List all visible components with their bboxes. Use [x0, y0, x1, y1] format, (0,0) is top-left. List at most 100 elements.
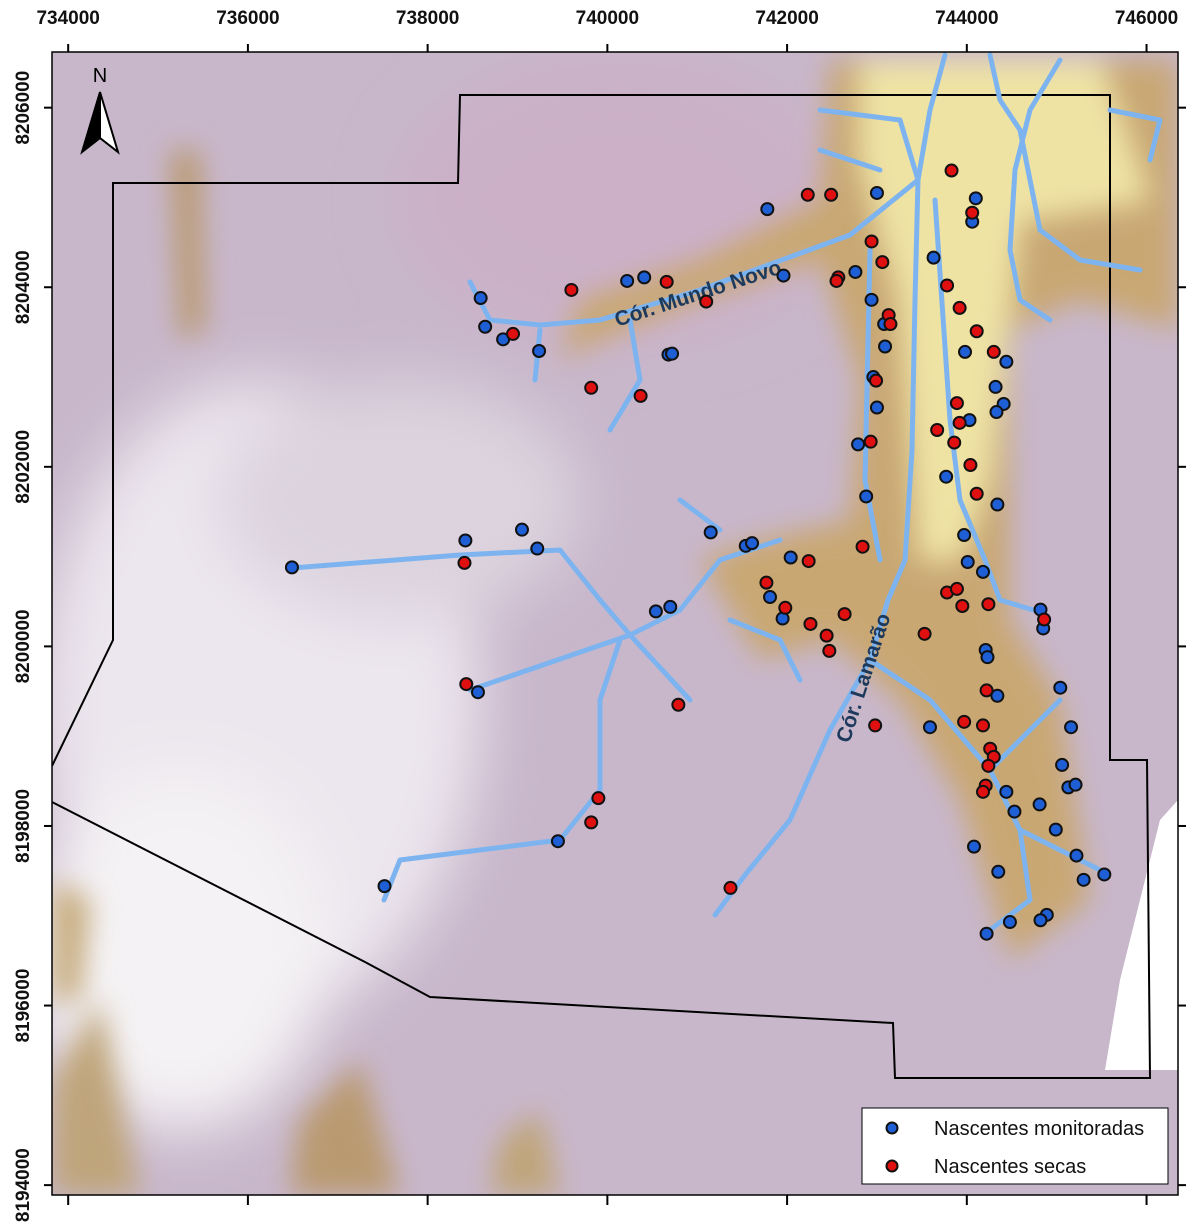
spring-point	[479, 321, 491, 333]
spring-point	[585, 816, 597, 828]
spring-point	[964, 459, 976, 471]
x-tick-label: 736000	[216, 8, 279, 29]
spring-point	[849, 266, 861, 278]
spring-point	[951, 583, 963, 595]
spring-point	[931, 424, 943, 436]
legend: Nascentes monitoradas Nascentes secas	[862, 1108, 1168, 1184]
spring-point	[803, 555, 815, 567]
spring-point	[475, 292, 487, 304]
spring-point	[871, 187, 883, 199]
spring-point	[946, 165, 958, 177]
y-tick-label: 8206000	[13, 71, 34, 145]
spring-point	[764, 591, 776, 603]
spring-point	[823, 645, 835, 657]
spring-point	[1000, 786, 1012, 798]
spring-point	[666, 348, 678, 360]
spring-point	[971, 488, 983, 500]
legend-label: Nascentes secas	[934, 1156, 1086, 1178]
spring-point	[825, 189, 837, 201]
spring-point	[991, 499, 1003, 511]
spring-point	[650, 605, 662, 617]
legend-marker	[887, 1161, 898, 1172]
spring-point	[705, 526, 717, 538]
spring-point	[621, 275, 633, 287]
spring-point	[981, 684, 993, 696]
y-tick-label: 8202000	[13, 430, 34, 504]
spring-point	[951, 397, 963, 409]
spring-point	[870, 375, 882, 387]
spring-point	[958, 529, 970, 541]
spring-point	[1098, 868, 1110, 880]
spring-point	[378, 880, 390, 892]
spring-point	[977, 719, 989, 731]
spring-point	[804, 618, 816, 630]
spring-point	[971, 325, 983, 337]
y-tick-label: 8198000	[13, 789, 34, 863]
spring-point	[941, 279, 953, 291]
x-tick-label: 746000	[1115, 8, 1178, 29]
spring-point	[458, 557, 470, 569]
spring-point	[866, 294, 878, 306]
x-tick-label: 740000	[576, 8, 639, 29]
spring-point	[821, 630, 833, 642]
spring-point	[977, 566, 989, 578]
x-tick-label: 744000	[935, 8, 998, 29]
spring-point	[533, 345, 545, 357]
spring-point	[1008, 806, 1020, 818]
spring-point	[286, 561, 298, 573]
spring-point	[831, 275, 843, 287]
spring-point	[869, 719, 881, 731]
spring-point	[839, 608, 851, 620]
spring-point	[585, 382, 597, 394]
spring-point	[459, 534, 471, 546]
spring-point	[761, 203, 773, 215]
x-tick-label: 742000	[755, 8, 818, 29]
spring-point	[990, 406, 1002, 418]
spring-point	[700, 296, 712, 308]
spring-point	[1070, 850, 1082, 862]
spring-point	[552, 835, 564, 847]
spring-point	[1034, 798, 1046, 810]
spring-point	[472, 686, 484, 698]
y-tick-label: 8204000	[13, 250, 34, 324]
y-tick-label: 8194000	[13, 1148, 34, 1222]
spring-point	[956, 600, 968, 612]
spring-point	[672, 699, 684, 711]
map-figure: N Cór. Mundo Novo Cór. Lamarão Nascentes…	[0, 0, 1193, 1225]
spring-point	[779, 602, 791, 614]
spring-point	[460, 678, 472, 690]
spring-point	[852, 438, 864, 450]
spring-point	[992, 866, 1004, 878]
spring-point	[635, 390, 647, 402]
spring-point	[871, 402, 883, 414]
spring-point	[664, 601, 676, 613]
spring-point	[638, 271, 650, 283]
spring-point	[977, 786, 989, 798]
spring-point	[1038, 613, 1050, 625]
spring-point	[865, 436, 877, 448]
spring-point	[1050, 824, 1062, 836]
spring-point	[982, 598, 994, 610]
spring-point	[968, 841, 980, 853]
spring-point	[516, 524, 528, 536]
spring-point	[802, 189, 814, 201]
x-tick-label: 738000	[396, 8, 459, 29]
spring-point	[919, 628, 931, 640]
spring-point	[857, 541, 869, 553]
spring-point	[876, 256, 888, 268]
spring-point	[531, 543, 543, 555]
legend-marker	[887, 1123, 898, 1134]
spring-point	[1035, 914, 1047, 926]
spring-point	[962, 556, 974, 568]
spring-point	[592, 792, 604, 804]
legend-label: Nascentes monitoradas	[934, 1118, 1144, 1140]
spring-point	[879, 341, 891, 353]
north-label: N	[93, 65, 107, 87]
spring-point	[1004, 916, 1016, 928]
terrain	[30, 52, 1178, 1195]
spring-point	[1078, 874, 1090, 886]
spring-point	[1070, 779, 1082, 791]
spring-point	[724, 882, 736, 894]
spring-point	[1000, 356, 1012, 368]
spring-point	[884, 318, 896, 330]
